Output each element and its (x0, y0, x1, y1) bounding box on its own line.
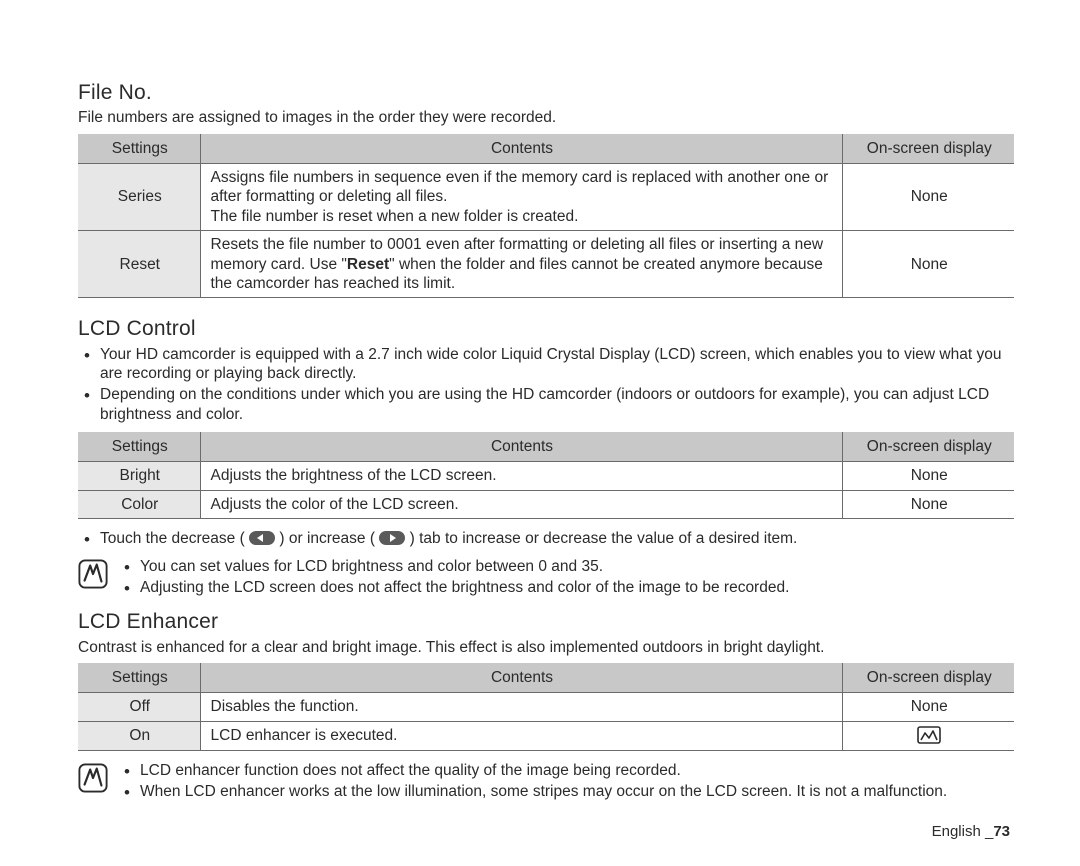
th-onscreen: On-screen display (842, 663, 1014, 693)
footer-lang: English _ (932, 823, 994, 840)
note-bullets: You can set values for LCD brightness an… (118, 557, 789, 600)
note-icon (78, 559, 108, 589)
table-row: On LCD enhancer is executed. (78, 721, 1014, 750)
footer-page: 73 (993, 823, 1010, 840)
section-title: LCD Control (78, 316, 1014, 342)
table-row: Color Adjusts the color of the LCD scree… (78, 490, 1014, 518)
table-row: Series Assigns file numbers in sequence … (78, 164, 1014, 231)
bullet-item: You can set values for LCD brightness an… (118, 557, 789, 576)
content-cell: Resets the file number to 0001 even afte… (200, 231, 842, 298)
onscreen-cell: None (842, 693, 1014, 721)
table-header-row: Settings Contents On-screen display (78, 663, 1014, 693)
increase-icon (379, 531, 405, 545)
note-bullets: LCD enhancer function does not affect th… (118, 761, 947, 804)
file-no-table: Settings Contents On-screen display Seri… (78, 134, 1014, 299)
bullet-item: Your HD camcorder is equipped with a 2.7… (78, 345, 1014, 384)
section-lcd-enhancer: LCD Enhancer Contrast is enhanced for a … (78, 609, 1014, 804)
section-title: LCD Enhancer (78, 609, 1014, 635)
section-file-no: File No. File numbers are assigned to im… (78, 80, 1014, 298)
setting-cell: Bright (78, 462, 200, 490)
bullet-item: When LCD enhancer works at the low illum… (118, 782, 947, 801)
bullet-item: Depending on the conditions under which … (78, 385, 1014, 424)
content-cell: LCD enhancer is executed. (200, 721, 842, 750)
note-icon (78, 763, 108, 793)
enhancer-icon (917, 726, 941, 744)
bullet-item: Touch the decrease ( ) or increase ( ) t… (78, 529, 1014, 548)
setting-cell: Off (78, 693, 200, 721)
table-row: Bright Adjusts the brightness of the LCD… (78, 462, 1014, 490)
setting-cell: Reset (78, 231, 200, 298)
section-desc: File numbers are assigned to images in t… (78, 108, 1014, 127)
section-desc: Contrast is enhanced for a clear and bri… (78, 638, 1014, 657)
setting-cell: Series (78, 164, 200, 231)
note-block: LCD enhancer function does not affect th… (78, 761, 1014, 804)
onscreen-cell: None (842, 164, 1014, 231)
onscreen-cell: None (842, 462, 1014, 490)
content-cell: Disables the function. (200, 693, 842, 721)
lcd-control-bullets: Your HD camcorder is equipped with a 2.7… (78, 345, 1014, 425)
section-lcd-control: LCD Control Your HD camcorder is equippe… (78, 316, 1014, 599)
th-contents: Contents (200, 134, 842, 164)
bullet-item: LCD enhancer function does not affect th… (118, 761, 947, 780)
table-header-row: Settings Contents On-screen display (78, 134, 1014, 164)
onscreen-cell (842, 721, 1014, 750)
table-row: Off Disables the function. None (78, 693, 1014, 721)
table-header-row: Settings Contents On-screen display (78, 432, 1014, 462)
content-cell: Assigns file numbers in sequence even if… (200, 164, 842, 231)
th-contents: Contents (200, 663, 842, 693)
th-onscreen: On-screen display (842, 432, 1014, 462)
bullet-item: Adjusting the LCD screen does not affect… (118, 578, 789, 597)
th-contents: Contents (200, 432, 842, 462)
section-title: File No. (78, 80, 1014, 106)
onscreen-cell: None (842, 490, 1014, 518)
content-cell: Adjusts the color of the LCD screen. (200, 490, 842, 518)
content-cell: Adjusts the brightness of the LCD screen… (200, 462, 842, 490)
onscreen-cell: None (842, 231, 1014, 298)
page-footer: English _73 (932, 823, 1010, 842)
setting-cell: Color (78, 490, 200, 518)
th-settings: Settings (78, 663, 200, 693)
touch-hint: Touch the decrease ( ) or increase ( ) t… (78, 529, 1014, 548)
lcd-enhancer-table: Settings Contents On-screen display Off … (78, 663, 1014, 751)
th-settings: Settings (78, 134, 200, 164)
lcd-control-table: Settings Contents On-screen display Brig… (78, 432, 1014, 519)
decrease-icon (249, 531, 275, 545)
table-row: Reset Resets the file number to 0001 eve… (78, 231, 1014, 298)
setting-cell: On (78, 721, 200, 750)
th-onscreen: On-screen display (842, 134, 1014, 164)
note-block: You can set values for LCD brightness an… (78, 557, 1014, 600)
th-settings: Settings (78, 432, 200, 462)
